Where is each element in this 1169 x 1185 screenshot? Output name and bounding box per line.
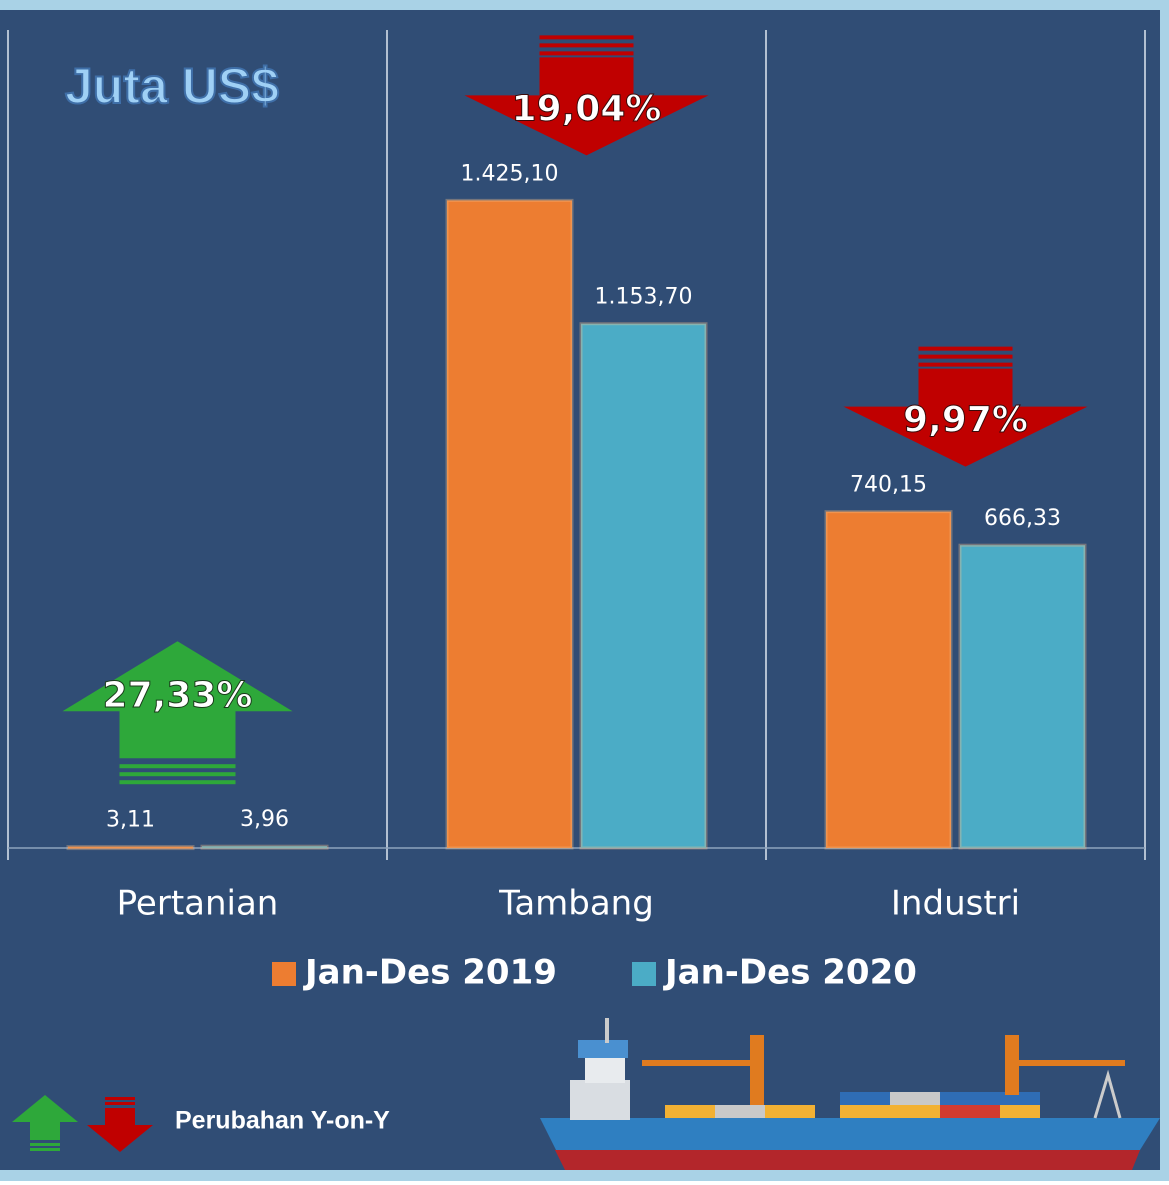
- arrow-stripe: [119, 780, 236, 785]
- value-label: 3,96: [240, 807, 289, 832]
- arrow-stripe: [119, 772, 236, 777]
- change-arrow: [843, 368, 1088, 467]
- x-tick-label: Industri: [891, 884, 1020, 924]
- arrow-stripe: [105, 1102, 135, 1105]
- arrow-stripe: [918, 346, 1013, 351]
- x-tick-label: Pertanian: [117, 884, 279, 924]
- bar: [958, 543, 1087, 850]
- arrow-stripe: [30, 1148, 60, 1151]
- key-down-arrow: [87, 1108, 153, 1152]
- value-label: 3,11: [106, 808, 155, 833]
- legend-swatch: [272, 962, 296, 986]
- x-tick-label: Tambang: [498, 884, 654, 924]
- change-label: 27,33%: [103, 675, 253, 716]
- arrow-stripe: [918, 354, 1013, 359]
- arrow-stripe: [918, 362, 1013, 367]
- bar: [66, 845, 195, 851]
- value-label: 1.153,70: [595, 285, 693, 310]
- bar: [824, 510, 953, 850]
- change-label: 9,97%: [903, 400, 1028, 441]
- legend-label: Jan-Des 2020: [663, 953, 917, 993]
- arrow-stripe: [539, 51, 634, 56]
- change-label: 19,04%: [512, 88, 662, 129]
- arrow-stripe: [105, 1097, 135, 1100]
- value-label: 740,15: [850, 473, 927, 498]
- value-label: 666,33: [984, 506, 1061, 531]
- change-arrow: [62, 641, 293, 759]
- legend-swatch: [632, 962, 656, 986]
- value-label: 1.425,10: [461, 161, 559, 186]
- change-arrow: [464, 57, 709, 156]
- chart-title: Juta US$: [65, 58, 279, 114]
- arrow-stripe: [539, 43, 634, 48]
- arrow-stripe: [30, 1143, 60, 1146]
- bar: [579, 322, 708, 850]
- bar: [200, 844, 329, 850]
- change-note: Perubahan Y-on-Y: [175, 1107, 390, 1135]
- bar: [445, 198, 574, 850]
- legend-label: Jan-Des 2019: [303, 953, 557, 993]
- key-up-arrow: [12, 1095, 78, 1140]
- ship-illustration: [540, 1018, 1160, 1170]
- arrow-stripe: [539, 35, 634, 40]
- arrow-stripe: [119, 764, 236, 769]
